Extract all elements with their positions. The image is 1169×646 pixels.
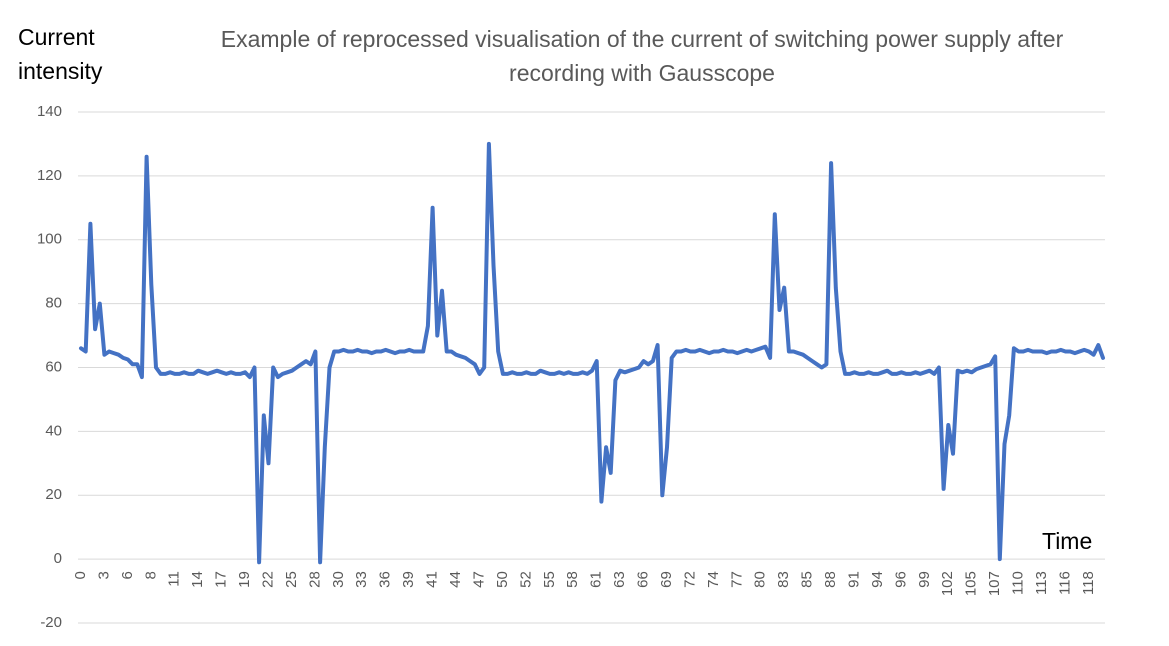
x-tick-label: 94 (869, 571, 886, 588)
x-tick-label: 28 (306, 571, 323, 588)
x-tick-label: 110 (1010, 571, 1027, 595)
x-tick-label: 0 (72, 571, 89, 579)
y-tick-label: 0 (54, 550, 62, 567)
x-tick-label: 25 (283, 571, 300, 588)
x-tick-label: 91 (845, 571, 862, 588)
x-tick-label: 11 (166, 571, 183, 587)
y-tick-label: 60 (45, 358, 62, 375)
x-tick-label: 63 (611, 571, 628, 588)
x-tick-label: 30 (330, 571, 347, 588)
x-tick-label: 17 (213, 571, 230, 588)
y-tick-label: 140 (37, 103, 62, 120)
x-tick-label: 50 (494, 571, 511, 588)
x-tick-label: 107 (986, 571, 1003, 596)
x-tick-label: 55 (541, 571, 558, 588)
x-tick-label: 44 (447, 571, 464, 588)
x-tick-label: 61 (588, 571, 605, 588)
y-tick-label: 120 (37, 167, 62, 184)
x-tick-label: 41 (424, 571, 441, 588)
x-tick-label: 88 (822, 571, 839, 588)
y-tick-label: 20 (45, 486, 62, 503)
x-tick-label: 83 (775, 571, 792, 588)
x-tick-label: 74 (705, 571, 722, 588)
x-tick-label: 118 (1080, 571, 1097, 595)
x-tick-label: 113 (1033, 571, 1050, 595)
x-tick-label: 77 (728, 571, 745, 588)
x-tick-label: 80 (752, 571, 769, 588)
x-tick-label: 33 (353, 571, 370, 588)
x-tick-label: 96 (892, 571, 909, 588)
y-tick-label: 100 (37, 231, 62, 248)
chart-title: Example of reprocessed visualisation of … (220, 26, 1064, 86)
x-tick-label: 116 (1056, 571, 1073, 595)
data-line (79, 141, 1105, 565)
x-axis-label: Time (1042, 528, 1093, 554)
x-tick-label: 22 (259, 571, 276, 588)
x-tick-label: 66 (635, 571, 652, 588)
x-tick-label: 3 (95, 571, 112, 579)
x-tick-label: 102 (939, 571, 956, 596)
x-tick-label: 58 (564, 571, 581, 588)
x-tick-label: 99 (916, 571, 933, 588)
x-tick-label: 6 (119, 571, 136, 579)
y-axis-label: Current intensity (18, 24, 103, 84)
x-tick-label: 105 (963, 571, 980, 596)
x-tick-label: 14 (189, 571, 206, 588)
y-tick-label: 40 (45, 422, 62, 439)
y-tick-label: -20 (40, 614, 62, 631)
x-tick-label: 47 (470, 571, 487, 588)
x-tick-label: 69 (658, 571, 675, 588)
x-tick-label: 19 (236, 571, 253, 588)
x-tick-label: 36 (377, 571, 394, 588)
x-tick-label: 72 (681, 571, 698, 588)
x-tick-label: 8 (142, 571, 159, 579)
x-tick-label: 39 (400, 571, 417, 588)
x-tick-label: 85 (799, 571, 816, 588)
y-tick-label: 80 (45, 295, 62, 312)
x-tick-label: 52 (517, 571, 534, 588)
